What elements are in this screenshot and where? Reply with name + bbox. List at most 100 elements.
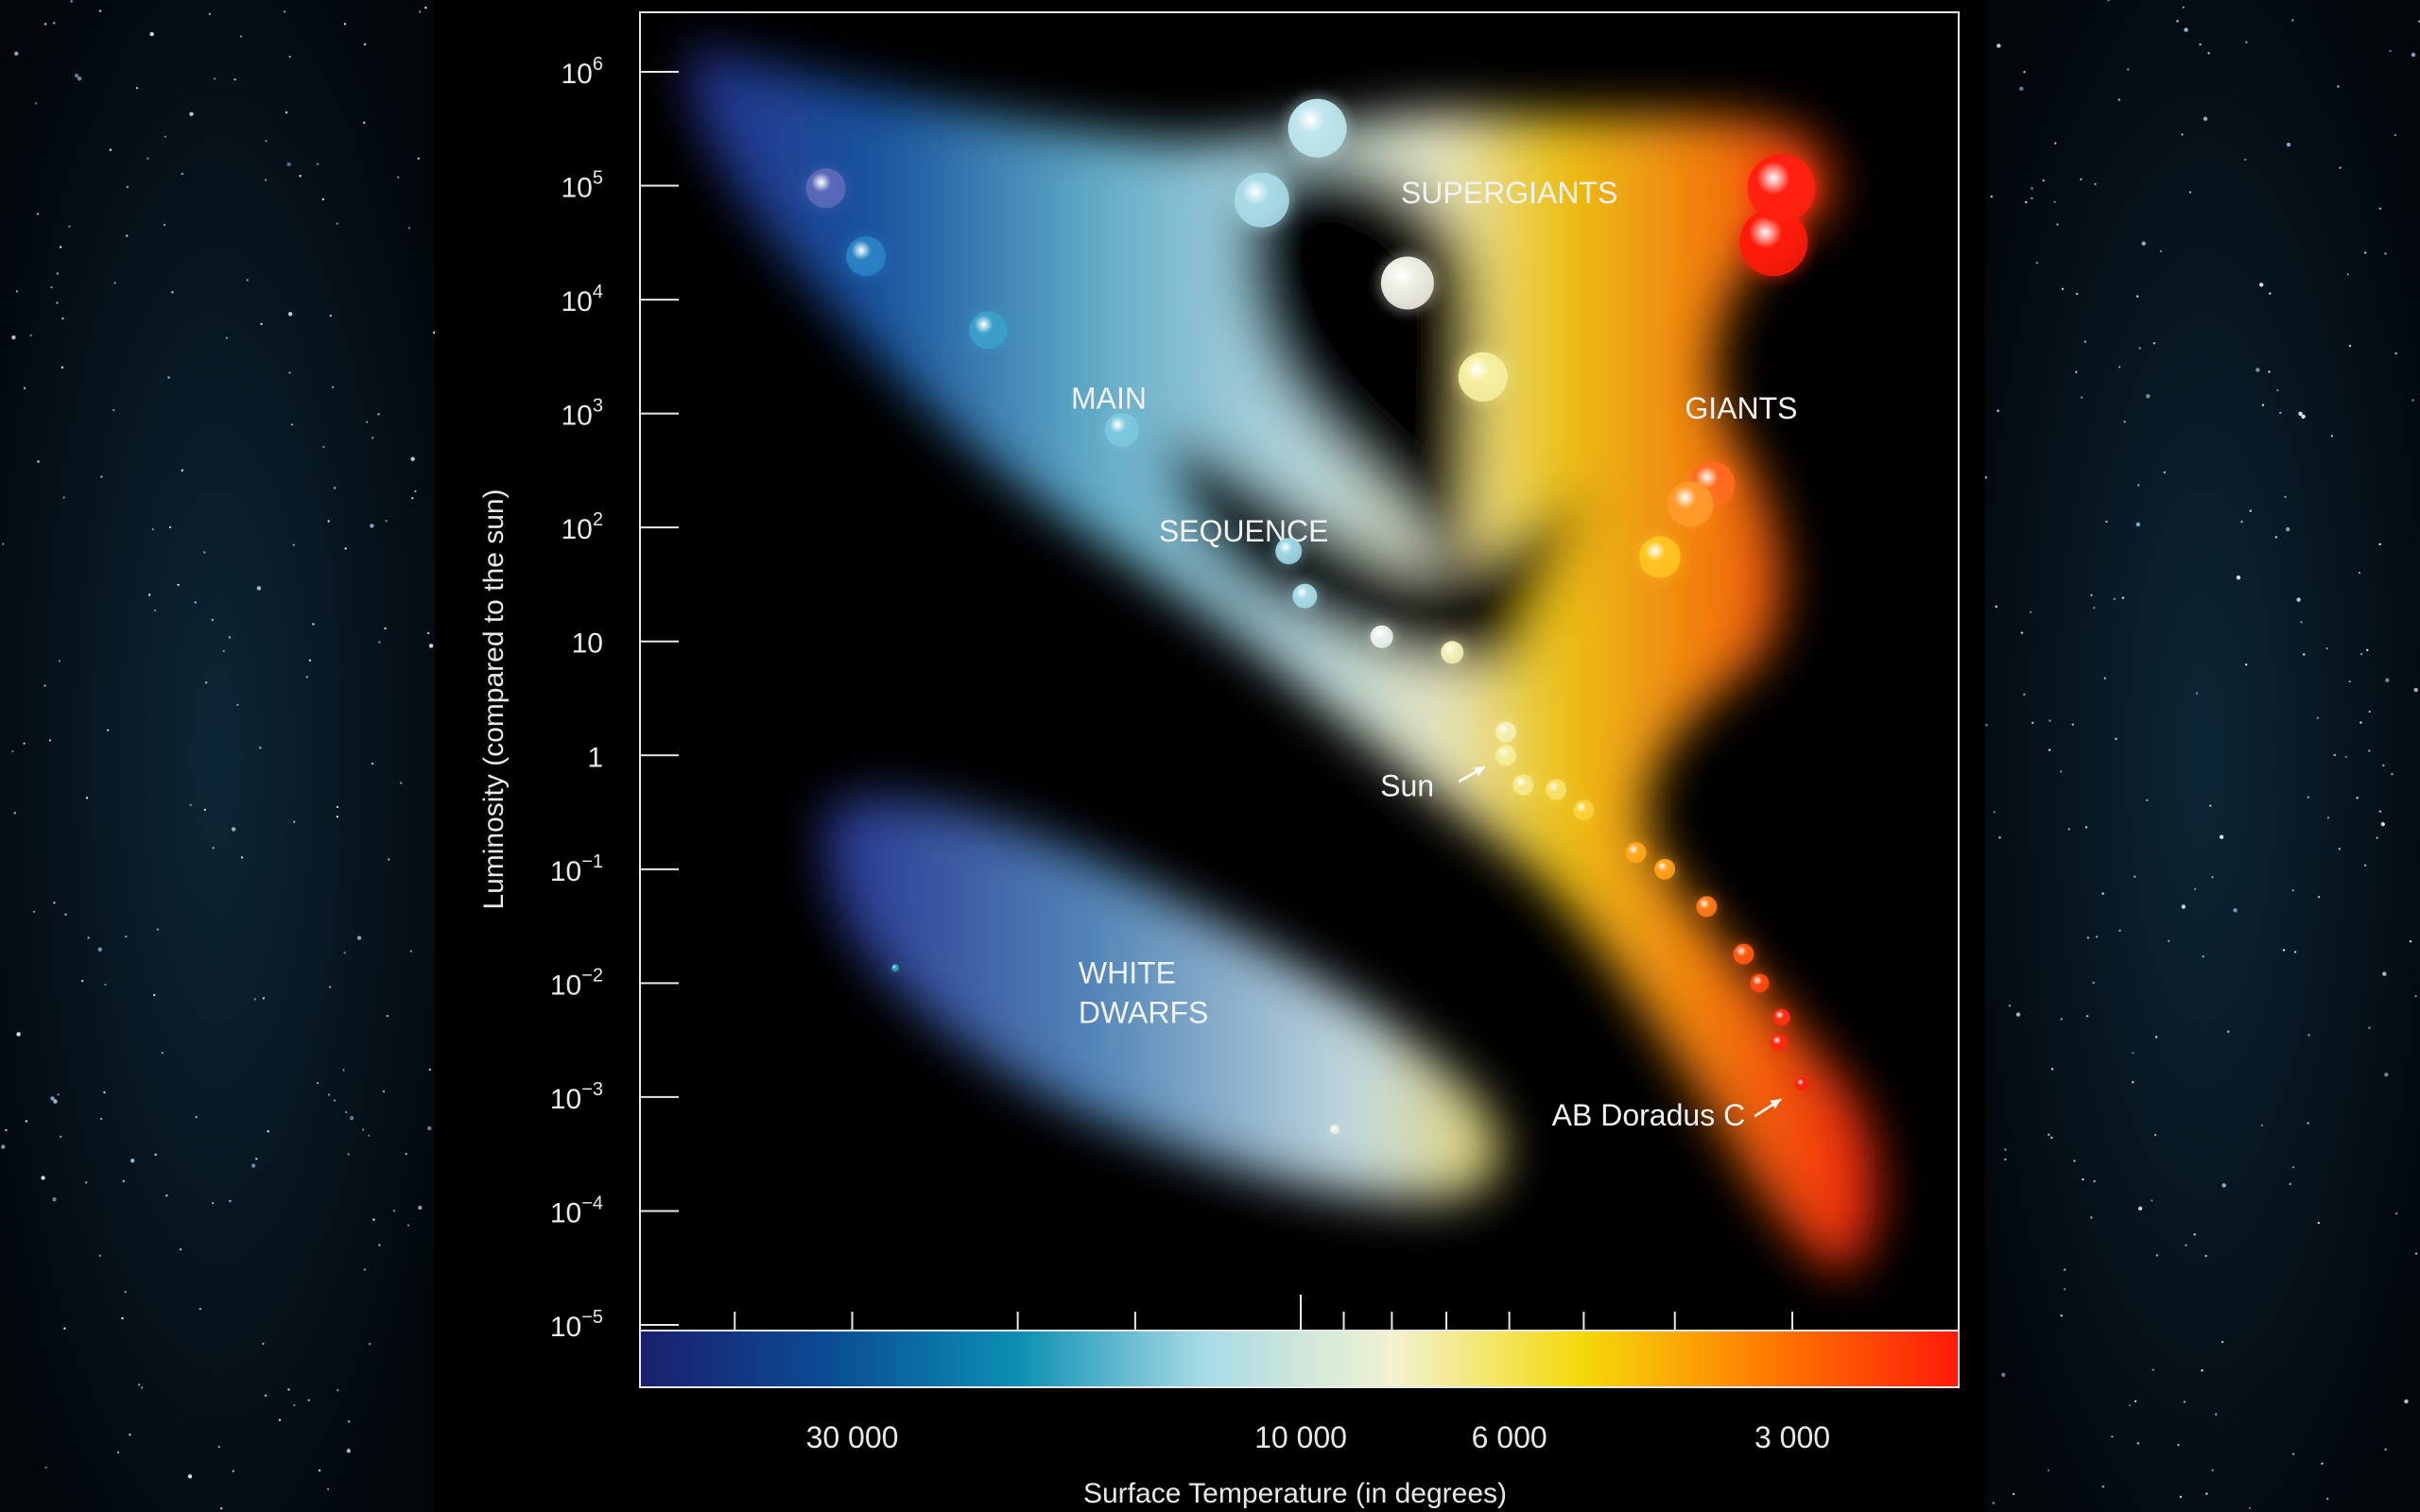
- background-star: [2366, 648, 2369, 652]
- background-star: [2330, 435, 2334, 438]
- star-point: [1733, 943, 1754, 965]
- background-star: [2013, 1492, 2015, 1496]
- background-star: [260, 322, 263, 326]
- background-star: [2023, 71, 2026, 74]
- background-star: [2126, 68, 2130, 71]
- star-point: [1495, 745, 1517, 766]
- background-star: [328, 986, 332, 988]
- background-star: [2205, 1492, 2208, 1495]
- star-point: [805, 168, 846, 209]
- background-star: [2202, 954, 2204, 958]
- background-star: [409, 950, 412, 953]
- background-star: [2137, 1206, 2143, 1211]
- background-star: [2211, 1469, 2214, 1472]
- background-star: [2394, 133, 2397, 137]
- y-tick-label: 10−2: [550, 965, 603, 1001]
- background-star: [2183, 1400, 2187, 1403]
- background-star: [2249, 509, 2252, 512]
- region-label: GIANTS: [1685, 391, 1797, 425]
- background-star: [2258, 283, 2264, 287]
- background-star: [368, 1343, 372, 1346]
- background-star: [164, 135, 167, 138]
- background-star: [2404, 1399, 2409, 1404]
- background-star: [60, 366, 64, 369]
- background-star: [2368, 710, 2371, 713]
- background-star: [2384, 252, 2387, 255]
- background-star: [189, 803, 192, 807]
- background-star: [2289, 1182, 2291, 1186]
- background-star: [208, 12, 212, 16]
- background-star: [2358, 571, 2361, 575]
- background-star: [318, 1469, 321, 1472]
- background-star: [152, 993, 156, 997]
- background-star: [2300, 621, 2303, 624]
- background-star: [1996, 43, 2001, 48]
- star-point: [1625, 842, 1647, 864]
- background-star: [2204, 1254, 2207, 1258]
- background-star: [2260, 1124, 2264, 1127]
- background-star: [217, 1445, 220, 1449]
- background-star: [103, 1091, 106, 1094]
- background-star: [85, 1181, 88, 1184]
- background-star: [2121, 596, 2125, 599]
- background-star: [2344, 755, 2348, 759]
- background-star: [163, 223, 166, 227]
- background-star: [121, 1316, 124, 1320]
- background-star: [2075, 292, 2079, 296]
- background-star: [285, 111, 288, 114]
- star-point: [846, 236, 887, 277]
- background-star: [44, 1466, 47, 1469]
- background-star: [232, 1469, 234, 1472]
- star-point: [1654, 858, 1676, 880]
- background-star: [13, 812, 16, 815]
- background-star: [426, 631, 430, 635]
- background-star: [427, 1125, 432, 1131]
- background-star: [2167, 939, 2170, 943]
- background-star: [53, 1099, 58, 1104]
- star-point: [1495, 721, 1517, 743]
- background-star: [2135, 522, 2141, 527]
- background-star: [58, 660, 61, 662]
- background-star: [2048, 748, 2051, 751]
- background-star: [56, 272, 59, 275]
- background-star: [129, 1433, 131, 1436]
- background-star: [165, 1194, 168, 1197]
- background-star: [286, 162, 291, 167]
- background-star: [124, 1290, 127, 1294]
- background-star: [2118, 366, 2121, 369]
- background-star: [2296, 597, 2301, 602]
- background-star: [236, 703, 239, 707]
- background-star: [212, 847, 215, 850]
- background-star: [307, 1399, 310, 1401]
- background-star: [2219, 834, 2224, 839]
- background-star: [321, 198, 324, 201]
- background-star: [2307, 1122, 2309, 1125]
- background-star: [1990, 195, 1993, 198]
- background-star: [239, 35, 243, 38]
- background-star: [2384, 1448, 2387, 1452]
- background-star: [2337, 85, 2340, 88]
- background-star: [181, 172, 183, 176]
- background-star: [2105, 520, 2108, 524]
- background-star: [428, 644, 434, 648]
- background-star: [2090, 593, 2093, 597]
- background-star: [161, 1051, 164, 1055]
- background-star: [171, 291, 174, 294]
- background-star: [168, 525, 172, 529]
- background-star: [2325, 646, 2328, 650]
- background-star: [397, 176, 400, 179]
- background-star: [2389, 49, 2392, 53]
- background-star: [15, 290, 19, 293]
- background-star: [50, 285, 53, 289]
- background-star: [52, 1196, 57, 1202]
- background-star: [59, 246, 62, 249]
- star-point: [1747, 154, 1816, 223]
- background-star: [2085, 1014, 2089, 1018]
- star-point: [1330, 1125, 1340, 1135]
- background-star: [372, 437, 374, 439]
- background-star: [251, 1163, 256, 1168]
- background-star: [2031, 187, 2033, 190]
- background-star: [264, 179, 268, 181]
